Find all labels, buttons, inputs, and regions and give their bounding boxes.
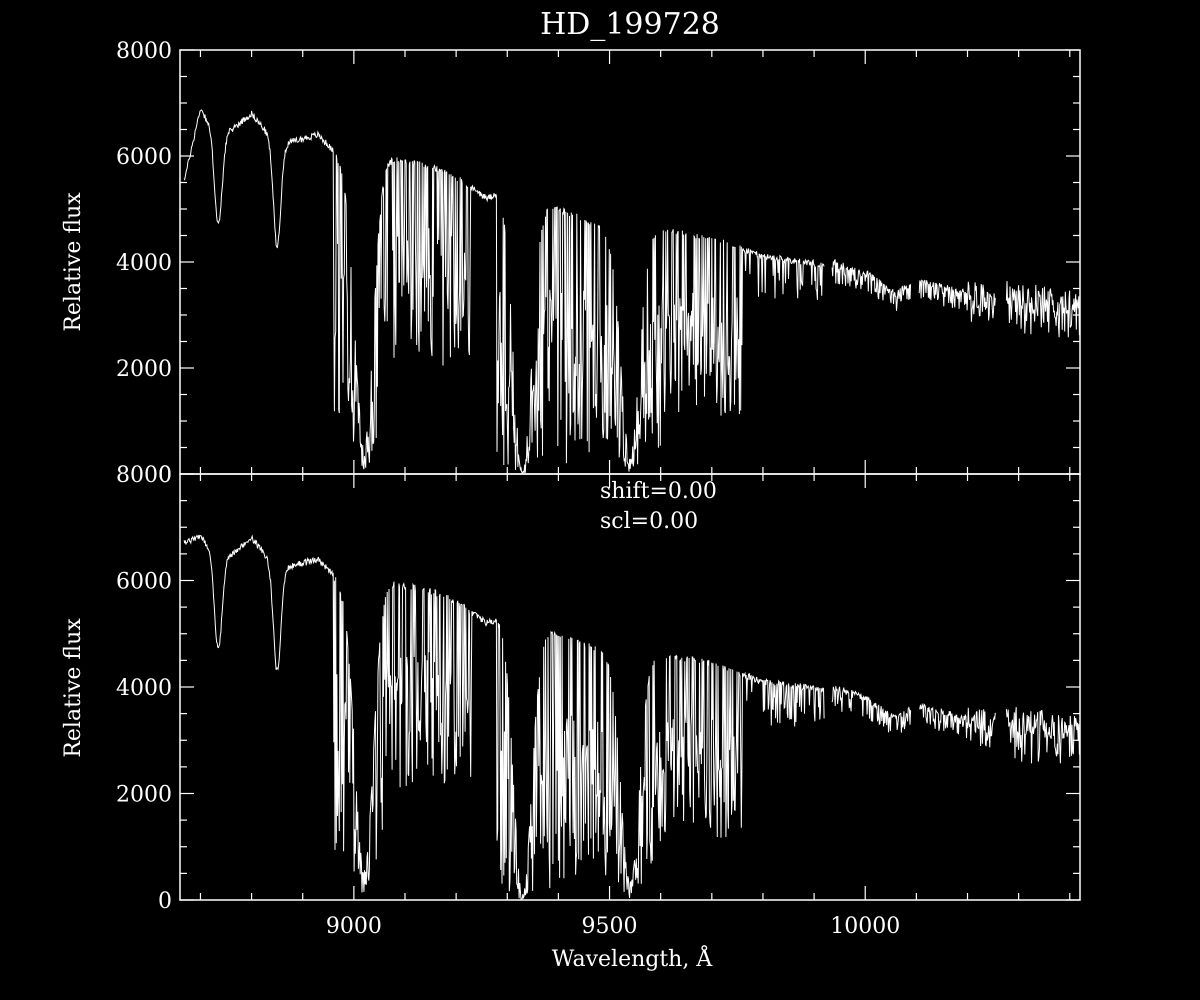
- bottom-spectrum: [183, 534, 1080, 900]
- y-tick-label: 4000: [116, 251, 172, 276]
- y-tick-label: 6000: [116, 145, 172, 170]
- x-tick-label: 9500: [582, 914, 638, 939]
- x-tick-label: 9000: [326, 914, 382, 939]
- spectrum-line: [183, 109, 1080, 474]
- shift-annotation: shift=0.00: [600, 479, 717, 504]
- x-axis-label: Wavelength, Å: [552, 944, 714, 972]
- top-y-axis-label: Relative flux: [61, 192, 86, 332]
- y-tick-label: 0: [158, 463, 172, 488]
- y-tick-label: 0: [158, 889, 172, 914]
- top-spectrum: [183, 109, 1080, 474]
- scale-annotation: scl=0.00: [600, 509, 698, 534]
- bottom-panel: Relative flux Wavelength, Å shift=0.00 s…: [61, 463, 1081, 972]
- y-tick-label: 2000: [116, 357, 172, 382]
- y-tick-label: 2000: [116, 783, 172, 808]
- top-panel: Relative flux 0 2000 4000 6000 8000: [61, 39, 1081, 488]
- y-tick-label: 4000: [116, 676, 172, 701]
- x-tick-label: 10000: [830, 914, 900, 939]
- spectrum-line: [183, 534, 1080, 900]
- y-tick-label: 8000: [116, 463, 172, 488]
- bottom-y-axis-label: Relative flux: [61, 618, 86, 758]
- top-plot-frame: [179, 49, 1081, 475]
- top-ticks: 0 2000 4000 6000 8000: [116, 39, 1080, 488]
- chart-title: HD_199728: [540, 7, 720, 42]
- y-tick-label: 6000: [116, 570, 172, 595]
- bottom-ticks: 0 2000 4000 6000 8000 9000 9500 10000: [116, 463, 1080, 939]
- bottom-plot-frame: [179, 473, 1081, 901]
- y-tick-label: 8000: [116, 39, 172, 64]
